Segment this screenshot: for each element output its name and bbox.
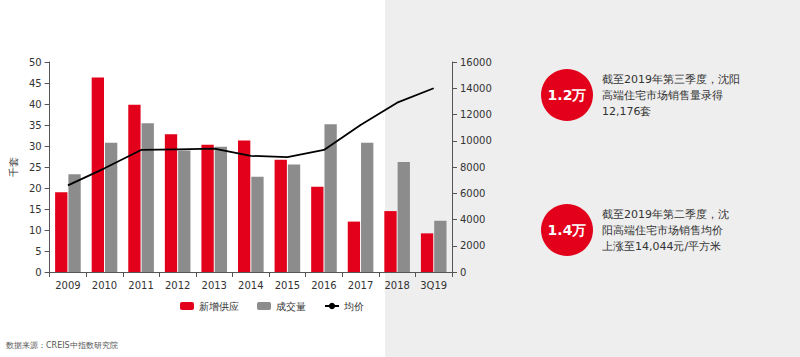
svg-text:新增供应: 新增供应: [199, 301, 239, 312]
svg-text:0: 0: [460, 267, 466, 278]
svg-text:4000: 4000: [460, 214, 485, 225]
svg-text:35: 35: [29, 120, 42, 131]
svg-text:2009: 2009: [55, 280, 80, 291]
svg-text:成交量: 成交量: [276, 301, 306, 312]
svg-text:2012: 2012: [165, 280, 190, 291]
svg-text:45: 45: [29, 78, 42, 89]
svg-text:均价: 均价: [343, 301, 364, 312]
svg-text:2016: 2016: [311, 280, 336, 291]
svg-text:6000: 6000: [460, 188, 485, 199]
svg-text:0: 0: [35, 267, 41, 278]
svg-text:2013: 2013: [202, 280, 227, 291]
svg-text:20: 20: [29, 183, 42, 194]
svg-text:数据来源：CREIS中指数研究院: 数据来源：CREIS中指数研究院: [6, 341, 118, 350]
svg-text:2011: 2011: [128, 280, 153, 291]
svg-text:25: 25: [29, 162, 42, 173]
svg-text:上涨至14,044元/平方米: 上涨至14,044元/平方米: [602, 240, 721, 253]
svg-text:14000: 14000: [460, 83, 492, 94]
svg-text:10000: 10000: [460, 135, 492, 146]
svg-text:截至2019年第二季度，沈: 截至2019年第二季度，沈: [602, 208, 729, 221]
svg-text:15: 15: [29, 204, 42, 215]
svg-text:千套: 千套: [8, 157, 19, 177]
svg-text:1.2万: 1.2万: [548, 87, 587, 103]
svg-text:16000: 16000: [460, 57, 492, 68]
svg-text:8000: 8000: [460, 162, 485, 173]
svg-text:高端住宅市场销售量录得: 高端住宅市场销售量录得: [602, 89, 723, 102]
svg-text:12000: 12000: [460, 109, 492, 120]
svg-text:5: 5: [35, 246, 41, 257]
svg-text:50: 50: [29, 57, 42, 68]
svg-text:2018: 2018: [384, 280, 409, 291]
svg-text:30: 30: [29, 141, 42, 152]
svg-text:40: 40: [29, 99, 42, 110]
svg-text:3Q19: 3Q19: [420, 280, 447, 291]
svg-text:1.4万: 1.4万: [548, 222, 587, 238]
svg-text:2000: 2000: [460, 240, 485, 251]
svg-text:2015: 2015: [275, 280, 300, 291]
svg-text:12,176套: 12,176套: [602, 105, 652, 118]
svg-text:10: 10: [29, 225, 42, 236]
svg-text:阳高端住宅市场销售均价: 阳高端住宅市场销售均价: [602, 224, 723, 237]
svg-text:2010: 2010: [92, 280, 117, 291]
svg-text:截至2019年第三季度，沈阳: 截至2019年第三季度，沈阳: [602, 73, 740, 86]
svg-text:2017: 2017: [348, 280, 373, 291]
svg-text:2014: 2014: [238, 280, 263, 291]
